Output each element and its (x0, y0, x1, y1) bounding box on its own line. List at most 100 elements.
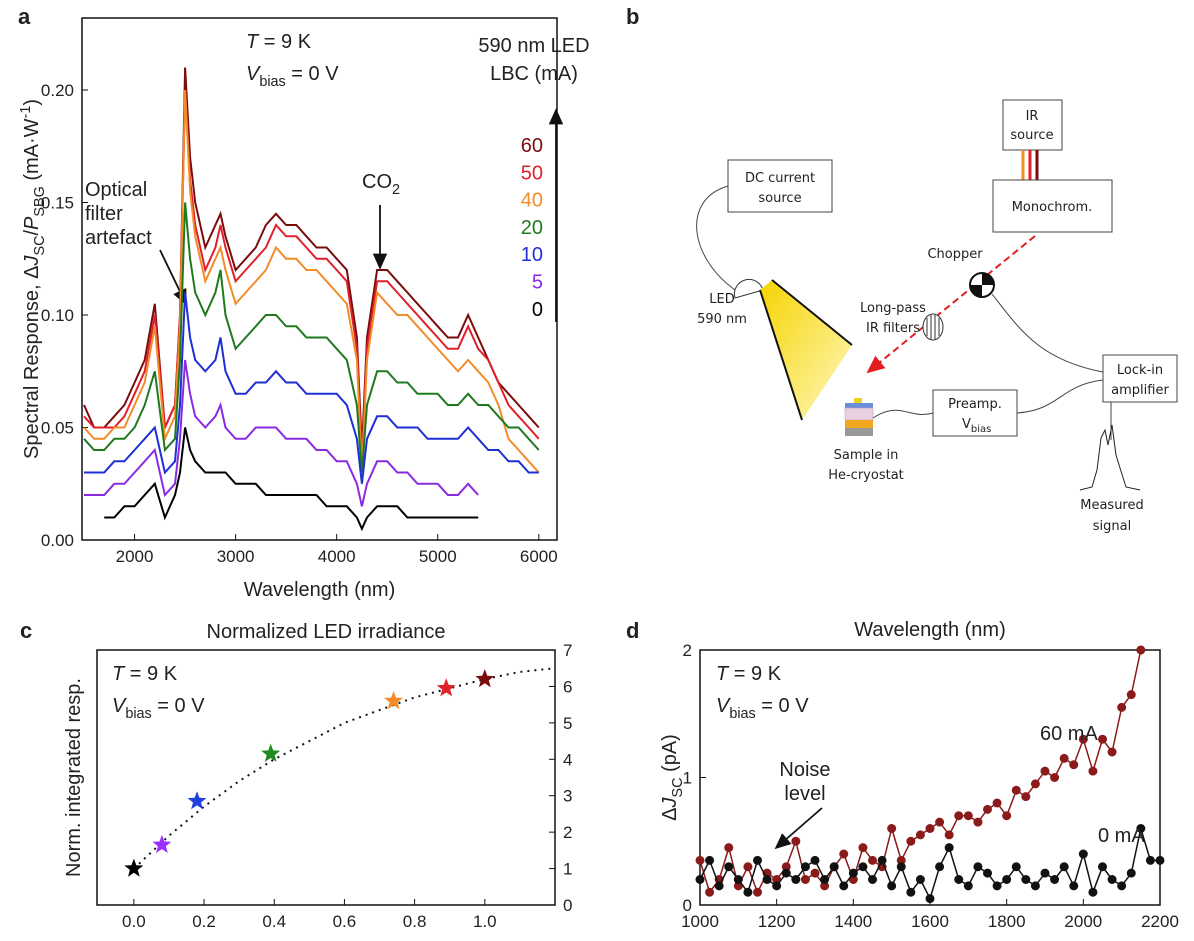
data-point (705, 855, 715, 865)
data-point (152, 834, 172, 853)
y-tick-label: 3 (563, 787, 572, 806)
lock-in-box (1102, 354, 1178, 403)
y-axis-label: Norm. integrated resp. (63, 678, 85, 877)
condition-part: V (716, 695, 731, 717)
condition-part: bias (259, 74, 285, 90)
condition-part: = 9 K (728, 663, 781, 685)
y-tick-label: 4 (563, 750, 572, 769)
data-point (772, 881, 782, 891)
data-point (1011, 862, 1021, 872)
preamp-sub: bias (971, 424, 991, 435)
y-axis-label: ΔJSC (pA) (659, 734, 686, 821)
series-line (83, 89, 540, 462)
data-point (1136, 824, 1146, 833)
x-axis-label: Wavelength (nm) (854, 619, 1006, 641)
data-point (1107, 747, 1117, 757)
data-point (887, 824, 897, 833)
y-axis-label-part: / (21, 230, 43, 236)
data-point (896, 855, 906, 865)
data-point (925, 894, 935, 904)
data-point (1011, 785, 1021, 795)
x-tick-label: 1.0 (473, 912, 497, 931)
y-axis-label-part: Spectral Response, Δ (21, 266, 43, 459)
data-point (839, 849, 849, 859)
legend-entry: 60 (521, 135, 543, 157)
y-tick-label: 0.15 (41, 194, 74, 213)
x-tick-label: 0.0 (122, 912, 146, 931)
data-point (1050, 875, 1060, 884)
annotation-part: level (784, 783, 825, 805)
data-point (983, 804, 992, 814)
preamp-label: Preamp. (948, 397, 1002, 412)
wire (1016, 379, 1104, 414)
condition-part: = 9 K (258, 31, 311, 53)
chart-panel: a 2000 3000 4000 5000 6000 0.00 0.05 0.10 0.15 0.2… (18, 4, 590, 601)
data-point (1117, 702, 1127, 712)
data-point (1136, 645, 1146, 655)
x-axis-label: Wavelength (nm) (244, 579, 396, 601)
data-point (384, 691, 404, 710)
series-line (84, 292, 539, 484)
plot-frame (96, 649, 556, 906)
data-point (925, 824, 935, 833)
y-tick-label: 1 (563, 860, 572, 879)
y-tick-label: 0.20 (41, 81, 74, 100)
data-point (724, 862, 734, 872)
ir-source-label: source (1010, 128, 1053, 143)
condition-part: bias (125, 706, 151, 722)
series-line (84, 359, 479, 507)
data-point (1069, 881, 1079, 891)
condition-part: = 9 K (124, 663, 177, 685)
data-point (1030, 881, 1040, 891)
data-point (820, 881, 830, 891)
data-point (1040, 766, 1050, 776)
chopper-label: Chopper (927, 247, 983, 262)
data-point (1145, 855, 1155, 865)
data-point (915, 875, 925, 884)
data-point (261, 743, 281, 762)
condition-part: = 0 V (756, 695, 809, 717)
condition: T = 9 K (112, 663, 178, 685)
data-point (762, 875, 772, 884)
led-label: 590 nm (697, 312, 747, 327)
data-point (1088, 887, 1098, 897)
data-point (724, 843, 734, 853)
y-tick-label: 1 (683, 769, 692, 788)
signal-label: signal (1093, 519, 1131, 534)
data-point (1059, 753, 1069, 763)
monochromator-label: Monochrom. (1012, 200, 1093, 215)
x-tick-label: 4000 (318, 547, 356, 566)
data-point (906, 836, 916, 846)
y-tick-label: 0.05 (41, 419, 74, 438)
data-point (935, 862, 945, 872)
y-axis-label: Spectral Response, ΔJSC/PSBG (mA·W-1) (18, 99, 48, 459)
data-point (733, 875, 743, 884)
x-tick-label: 0.4 (262, 912, 286, 931)
x-tick-label: 2000 (116, 547, 154, 566)
signal-label: Measured (1080, 498, 1144, 513)
data-point (1021, 792, 1031, 802)
data-point (963, 881, 973, 891)
data-point (1098, 734, 1107, 744)
data-point (887, 881, 897, 891)
data-point (800, 875, 810, 884)
annotation-part: Noise (779, 759, 830, 781)
lock-in-label: Lock-in (1117, 363, 1163, 378)
condition-part: V (246, 63, 261, 85)
condition: Vbias = 0 V (112, 695, 205, 722)
plot-frame (699, 649, 1161, 906)
data-point (1126, 868, 1136, 878)
condition-part: T (246, 31, 260, 53)
condition-part: T (716, 663, 730, 685)
y-tick-label: 5 (563, 714, 572, 733)
ir-source-label: IR (1026, 109, 1039, 124)
data-point (1155, 855, 1165, 865)
wire (991, 293, 1104, 373)
data-point (695, 855, 705, 865)
data-point (839, 881, 849, 891)
data-point (791, 875, 801, 884)
data-point (187, 791, 207, 810)
data-point (992, 881, 1002, 891)
chart-panel: d 1000 1200 1400 1600 1800 2000 2200 0 1 2 Waveleng… (626, 618, 1179, 931)
data-point (810, 868, 820, 878)
